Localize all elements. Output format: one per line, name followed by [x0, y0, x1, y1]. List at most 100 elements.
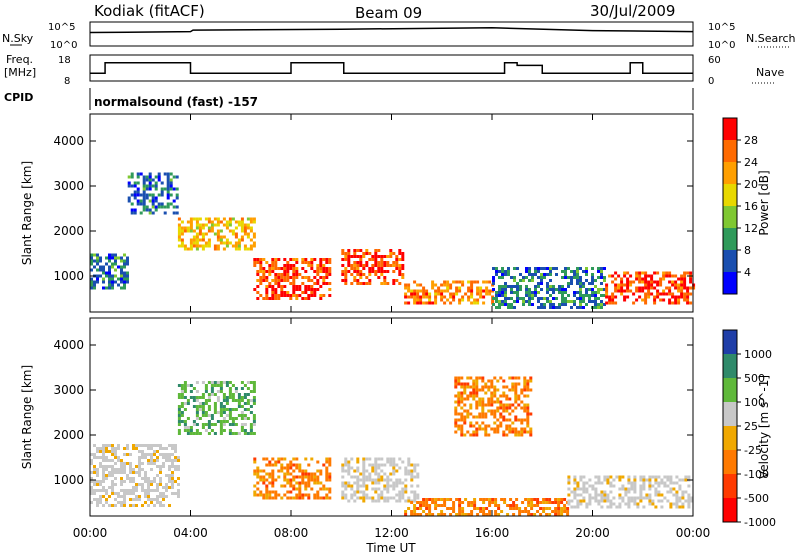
- data-cell: [231, 399, 235, 402]
- data-cell: [304, 270, 308, 273]
- data-cell: [520, 427, 524, 431]
- data-cell: [371, 478, 375, 482]
- data-cell: [597, 303, 600, 306]
- data-cell: [265, 291, 269, 294]
- data-cell: [570, 300, 573, 303]
- data-cell: [301, 291, 305, 294]
- data-cell: [129, 477, 132, 480]
- data-cell: [534, 273, 537, 276]
- data-cell: [600, 276, 603, 279]
- data-cell: [600, 499, 604, 503]
- data-cell: [392, 469, 396, 473]
- data-cell: [356, 255, 360, 258]
- data-cell: [386, 457, 390, 461]
- data-cell: [265, 496, 269, 500]
- data-cell: [198, 232, 202, 236]
- data-cell: [493, 400, 497, 404]
- data-cell: [579, 300, 582, 303]
- data-cell: [627, 499, 631, 503]
- data-cell: [126, 489, 129, 492]
- data-cell: [246, 402, 250, 405]
- data-cell: [289, 297, 293, 300]
- data-cell: [560, 501, 564, 504]
- data-cell: [492, 279, 495, 282]
- data-cell: [395, 264, 399, 267]
- data-cell: [666, 478, 670, 482]
- data-cell: [653, 301, 657, 305]
- data-cell: [105, 492, 108, 495]
- data-cell: [168, 456, 171, 459]
- data-cell: [198, 417, 202, 420]
- data-cell: [470, 513, 474, 516]
- data-cell: [316, 282, 320, 285]
- data-cell: [422, 295, 426, 299]
- data-cell: [350, 255, 354, 258]
- data-cell: [259, 270, 263, 273]
- data-cell: [126, 492, 129, 495]
- data-cell: [274, 261, 278, 264]
- data-cell: [228, 390, 232, 393]
- data-cell: [246, 247, 250, 251]
- data-cell: [520, 388, 524, 392]
- data-cell: [549, 300, 552, 303]
- data-cell: [114, 447, 117, 450]
- data-cell: [614, 271, 618, 275]
- data-cell: [277, 279, 281, 282]
- data-cell: [144, 495, 147, 498]
- velocity-colorbar-title: Velocity [m s^-1]: [757, 375, 771, 479]
- data-cell: [461, 298, 465, 302]
- data-cell: [469, 433, 473, 437]
- data-cell: [325, 258, 329, 261]
- data-cell: [310, 487, 314, 491]
- data-cell: [383, 255, 387, 258]
- data-cell: [609, 481, 613, 485]
- data-cell: [228, 423, 232, 426]
- data-cell: [380, 261, 384, 264]
- power-data-cells: [90, 172, 696, 309]
- data-cell: [675, 475, 679, 479]
- data-cell: [501, 270, 504, 273]
- data-cell: [383, 282, 387, 285]
- data-cell: [99, 495, 102, 498]
- data-cell: [166, 193, 170, 197]
- data-cell: [481, 406, 485, 410]
- y-tick-label: 2000: [53, 428, 84, 442]
- data-cell: [440, 295, 444, 299]
- data-cell: [517, 403, 521, 407]
- data-cell: [487, 400, 491, 404]
- data-cell: [341, 264, 345, 267]
- data-cell: [591, 279, 594, 282]
- data-cell: [618, 496, 622, 500]
- data-cell: [150, 501, 153, 504]
- data-cell: [416, 298, 420, 302]
- data-cell: [410, 513, 414, 516]
- data-cell: [156, 483, 159, 486]
- data-cell: [627, 496, 631, 500]
- data-cell: [573, 270, 576, 273]
- data-cell: [479, 289, 483, 293]
- data-cell: [416, 513, 420, 516]
- data-cell: [552, 288, 555, 291]
- data-cell: [380, 255, 384, 258]
- data-cell: [504, 300, 507, 303]
- data-cell: [446, 283, 450, 287]
- data-cell: [552, 306, 555, 309]
- data-cell: [231, 417, 235, 420]
- data-cell: [469, 403, 473, 407]
- data-cell: [359, 490, 363, 494]
- data-cell: [204, 384, 208, 387]
- data-cell: [162, 465, 165, 468]
- data-cell: [514, 385, 518, 389]
- data-cell: [478, 415, 482, 419]
- data-cell: [240, 411, 244, 414]
- data-cell: [350, 484, 354, 488]
- data-cell: [295, 466, 299, 470]
- data-cell: [362, 475, 366, 479]
- data-cell: [295, 496, 299, 500]
- data-cell: [189, 384, 193, 387]
- data-cell: [274, 264, 278, 267]
- data-cell: [687, 493, 691, 497]
- data-cell: [594, 294, 597, 297]
- data-cell: [102, 468, 105, 471]
- data-cell: [579, 288, 582, 291]
